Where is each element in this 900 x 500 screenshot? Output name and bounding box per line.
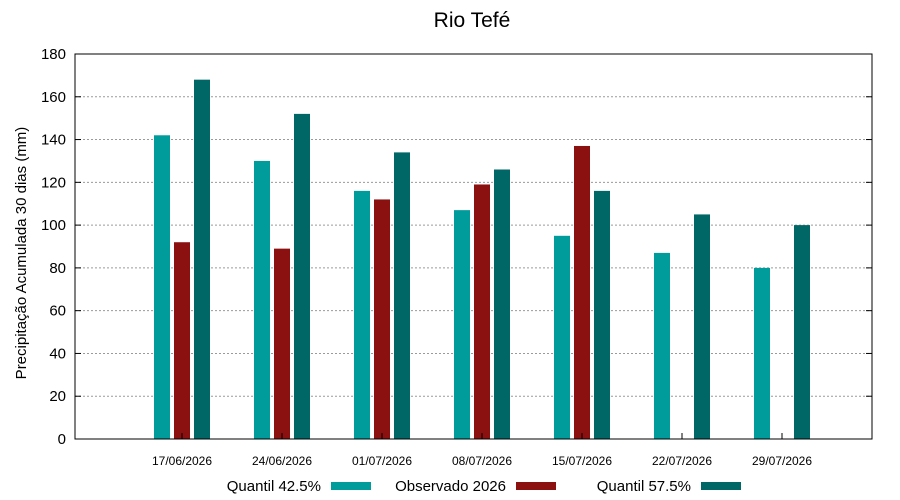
bar-quantil-42-5-0 xyxy=(154,135,170,439)
legend: Quantil 42.5% Observado 2026 Quantil 57.5% xyxy=(227,478,741,495)
y-axis-label: Precipitação Acumulada 30 dias (mm) xyxy=(13,127,30,380)
legend-swatch xyxy=(516,482,556,490)
bar-quantil-57-5-6 xyxy=(794,225,810,439)
x-tick-label: 01/07/2026 xyxy=(352,454,412,468)
y-tick-label: 40 xyxy=(49,345,66,362)
x-tick-label: 08/07/2026 xyxy=(452,454,512,468)
bar-observado-2026-1 xyxy=(274,248,290,439)
bar-observado-2026-4 xyxy=(574,145,590,439)
y-tick-label: 120 xyxy=(41,174,66,191)
bar-quantil-42-5-2 xyxy=(354,190,370,439)
legend-swatch xyxy=(331,482,371,490)
bar-quantil-42-5-1 xyxy=(254,160,270,439)
x-tick-label: 24/06/2026 xyxy=(252,454,312,468)
legend-label: Quantil 57.5% xyxy=(597,478,691,495)
bars xyxy=(154,79,810,440)
bar-quantil-42-5-3 xyxy=(454,210,470,439)
chart-title: Rio Tefé xyxy=(434,9,511,32)
bar-quantil-57-5-2 xyxy=(394,152,410,439)
x-tick-label: 17/06/2026 xyxy=(152,454,212,468)
bar-quantil-57-5-3 xyxy=(494,169,510,439)
bar-quantil-42-5-4 xyxy=(554,235,570,439)
bar-quantil-42-5-5 xyxy=(654,252,670,439)
legend-swatch xyxy=(701,482,741,490)
y-tick-label: 180 xyxy=(41,46,66,63)
bar-observado-2026-0 xyxy=(174,242,190,439)
legend-label: Quantil 42.5% xyxy=(227,478,321,495)
y-tick-label: 80 xyxy=(49,260,66,277)
y-tick-label: 100 xyxy=(41,217,66,234)
plot-frame xyxy=(74,53,873,440)
x-axis-ticks: 17/06/2026 24/06/2026 01/07/2026 08/07/2026… xyxy=(152,433,812,468)
x-tick-label: 22/07/2026 xyxy=(652,454,712,468)
bar-quantil-57-5-1 xyxy=(294,113,310,439)
bar-quantil-57-5-4 xyxy=(594,190,610,439)
x-tick-label: 15/07/2026 xyxy=(552,454,612,468)
y-tick-label: 160 xyxy=(41,89,66,106)
bar-observado-2026-2 xyxy=(374,199,390,439)
y-tick-label: 60 xyxy=(49,303,66,320)
y-axis-ticks: 0 20 40 60 80 100 120 140 160 180 xyxy=(41,46,872,448)
bar-observado-2026-3 xyxy=(474,184,490,439)
bar-quantil-57-5-5 xyxy=(694,214,710,439)
y-tick-label: 140 xyxy=(41,132,66,149)
bar-quantil-57-5-0 xyxy=(194,79,210,440)
y-tick-label: 20 xyxy=(49,388,66,405)
bar-quantil-42-5-6 xyxy=(754,267,770,439)
y-tick-label: 0 xyxy=(58,431,66,448)
legend-label: Observado 2026 xyxy=(395,478,506,495)
x-tick-label: 29/07/2026 xyxy=(752,454,812,468)
